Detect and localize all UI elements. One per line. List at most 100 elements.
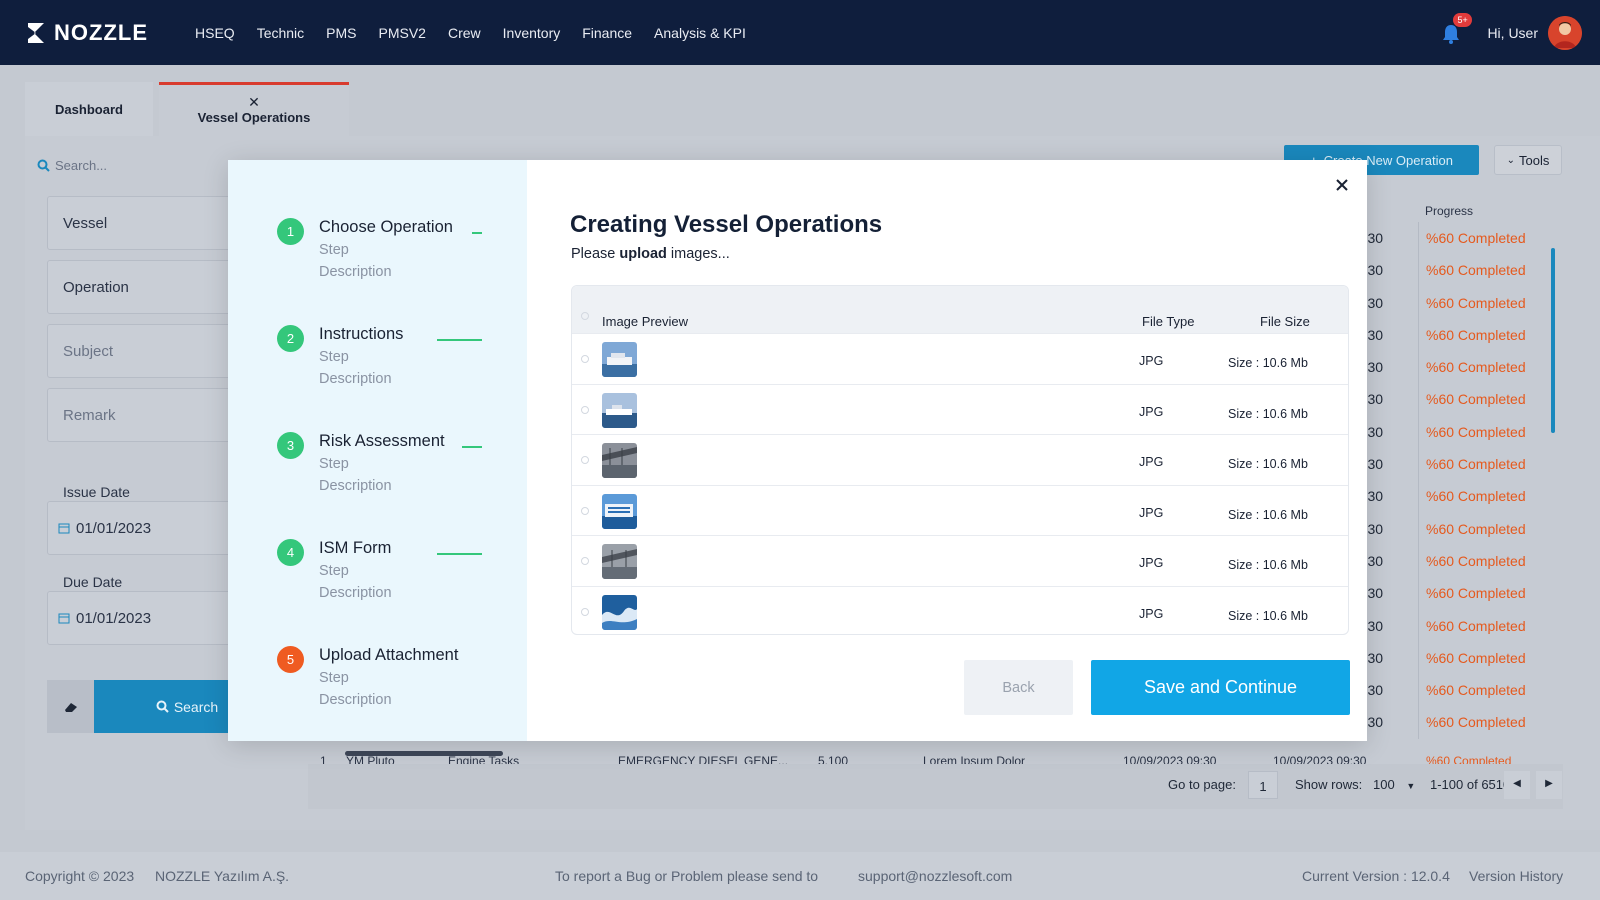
back-button[interactable]: Back <box>964 660 1073 715</box>
image-file-row[interactable]: JPG Size : 10.6 Mb <box>572 484 1348 536</box>
step-description: Description <box>319 371 392 387</box>
version-history-link[interactable]: Version History <box>1469 868 1564 884</box>
step-connector <box>462 446 482 448</box>
prev-page-icon[interactable]: ◀ <box>1504 771 1530 799</box>
nav-item-crew[interactable]: Crew <box>447 24 481 41</box>
tab-dashboard-label: Dashboard <box>55 101 123 117</box>
image-upload-table: Image Preview File Type File Size JPG Siz… <box>571 285 1349 635</box>
step-title: Choose Operation <box>319 218 453 236</box>
row-checkbox[interactable] <box>581 456 589 464</box>
issue-date-field[interactable]: 01/01/2023 <box>47 501 237 555</box>
nav-item-technic[interactable]: Technic <box>256 24 305 41</box>
remark-field-label: Remark <box>63 407 116 424</box>
image-thumbnail[interactable] <box>602 493 637 529</box>
next-page-icon[interactable]: ▶ <box>1536 771 1562 799</box>
table-row[interactable]: 09:30%60 Completed <box>1345 448 1575 481</box>
table-row[interactable]: 09:30%60 Completed <box>1345 512 1575 545</box>
close-icon[interactable]: ✕ <box>248 94 260 110</box>
operation-field-label: Operation <box>63 279 129 296</box>
row-progress: %60 Completed <box>1426 682 1526 699</box>
table-header: Progress <box>1345 196 1575 222</box>
select-all-checkbox[interactable] <box>581 312 589 320</box>
due-date-value: 01/01/2023 <box>76 609 152 627</box>
row-checkbox[interactable] <box>581 506 589 515</box>
image-file-row[interactable]: JPG Size : 10.6 Mb <box>572 333 1348 384</box>
rows-select[interactable]: 100 ▼ <box>1373 777 1415 792</box>
main-menu: HSEQ Technic PMS PMSV2 Crew Inventory Fi… <box>184 25 757 41</box>
image-thumbnail[interactable] <box>602 443 637 478</box>
filter-search[interactable]: Search... <box>37 158 107 173</box>
brand-logo[interactable]: NOZZLE <box>26 20 148 46</box>
operation-field[interactable]: Operation <box>47 260 237 314</box>
table-row[interactable]: 09:30%60 Completed <box>1345 222 1575 255</box>
image-thumbnail[interactable] <box>602 392 637 428</box>
user-avatar-icon <box>1548 15 1582 50</box>
table-row[interactable]: 09:30%60 Completed <box>1345 254 1575 287</box>
goto-page-input[interactable]: 1 <box>1248 771 1278 799</box>
column-divider <box>1418 577 1419 610</box>
due-date-field[interactable]: 01/01/2023 <box>47 591 237 645</box>
subtitle-suffix: images... <box>666 246 730 262</box>
image-file-row[interactable]: JPG Size : 10.6 Mb <box>572 585 1348 635</box>
table-row[interactable]: 09:30%60 Completed <box>1345 383 1575 416</box>
table-row[interactable]: 1 YM Pluto Engine Tasks EMERGENCY DIESEL… <box>308 752 1563 764</box>
row-checkbox[interactable] <box>581 355 589 363</box>
notification-button[interactable]: 5+ <box>1441 12 1472 45</box>
nav-item-pmsv2[interactable]: PMSV2 <box>378 24 426 41</box>
support-email-link[interactable]: support@nozzlesoft.com <box>858 868 1013 884</box>
vessel-field[interactable]: Vessel <box>47 196 237 250</box>
page-range: 1-100 of 6510 <box>1430 777 1511 792</box>
row-progress: %60 Completed <box>1426 520 1526 537</box>
row-code: 5.100 <box>818 754 849 764</box>
image-thumbnail[interactable] <box>602 342 637 377</box>
table-row[interactable]: 09:30%60 Completed <box>1345 480 1575 513</box>
subject-field[interactable]: Subject <box>47 324 237 378</box>
report-text: To report a Bug or Problem please send t… <box>555 868 819 884</box>
clear-filter-button[interactable] <box>47 680 95 733</box>
table-row[interactable]: 09:30%60 Completed <box>1345 706 1575 739</box>
table-row[interactable]: 09:30%60 Completed <box>1345 351 1575 384</box>
image-thumbnail[interactable] <box>602 544 637 579</box>
table-row[interactable]: 09:30%60 Completed <box>1345 415 1575 449</box>
image-thumbnail[interactable] <box>602 594 637 630</box>
file-size: Size : 10.6 Mb <box>1228 608 1308 623</box>
file-type: JPG <box>1139 404 1164 419</box>
table-row[interactable]: 09:30%60 Completed <box>1345 544 1575 578</box>
tab-dashboard[interactable]: Dashboard <box>25 82 153 136</box>
copyright-text: Copyright © 2023 <box>25 868 135 884</box>
remark-field[interactable]: Remark <box>47 388 237 442</box>
nav-item-analysis-kpi[interactable]: Analysis & KPI <box>654 24 746 41</box>
horizontal-scrollbar[interactable] <box>345 751 503 756</box>
nav-item-pms[interactable]: PMS <box>326 24 357 41</box>
table-row[interactable]: 09:30%60 Completed <box>1345 577 1575 610</box>
step-subtitle: Step <box>319 456 349 472</box>
image-table-header: Image Preview File Type File Size <box>572 286 1348 333</box>
row-remark: Lorem Ipsum Dolor <box>923 754 1026 764</box>
step-description: Description <box>319 264 392 280</box>
row-checkbox[interactable] <box>581 557 589 565</box>
nav-item-hseq[interactable]: HSEQ <box>195 24 235 41</box>
image-file-row[interactable]: JPG Size : 10.6 Mb <box>572 434 1348 485</box>
row-checkbox[interactable] <box>581 607 589 616</box>
table-scrollbar[interactable] <box>1551 248 1555 433</box>
image-file-row[interactable]: JPG Size : 10.6 Mb <box>572 535 1348 586</box>
nav-item-finance[interactable]: Finance <box>582 24 633 41</box>
row-checkbox[interactable] <box>581 405 589 414</box>
table-row[interactable]: 09:30%60 Completed <box>1345 318 1575 352</box>
step-subtitle: Step <box>319 349 349 365</box>
avatar[interactable] <box>1548 15 1582 50</box>
table-row[interactable]: 09:30%60 Completed <box>1345 286 1575 319</box>
image-file-row[interactable]: JPG Size : 10.6 Mb <box>572 383 1348 435</box>
goto-page-label: Go to page: <box>1168 777 1236 792</box>
table-row[interactable]: 09:30%60 Completed <box>1345 609 1575 642</box>
nav-item-inventory[interactable]: Inventory <box>502 24 561 41</box>
save-and-continue-button[interactable]: Save and Continue <box>1091 660 1350 715</box>
step-title: Upload Attachment <box>319 646 459 664</box>
tools-button[interactable]: ⌄ Tools <box>1494 145 1562 175</box>
table-row[interactable]: 09:30%60 Completed <box>1345 641 1575 675</box>
tab-vessel-operations[interactable]: ✕ Vessel Operations <box>159 82 349 136</box>
subject-field-label: Subject <box>63 343 114 360</box>
table-row[interactable]: 09:30%60 Completed <box>1345 674 1575 707</box>
step-title: ISM Form <box>319 539 392 557</box>
modal-close-button[interactable] <box>1332 175 1352 195</box>
